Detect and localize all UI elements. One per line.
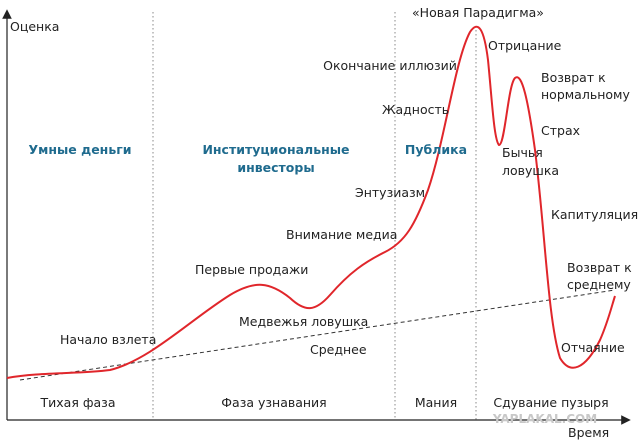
stage-label: Начало взлета bbox=[60, 332, 156, 347]
x-axis-label: Время bbox=[568, 425, 609, 440]
stage-label: Внимание медиа bbox=[286, 227, 397, 242]
group-label: Умные деньги bbox=[28, 142, 131, 157]
stage-label: ловушка bbox=[502, 163, 559, 178]
group-label: Публика bbox=[405, 142, 467, 157]
stage-label: Отрицание bbox=[488, 38, 562, 53]
stage-label: Возврат к bbox=[567, 260, 632, 275]
stage-label: среднему bbox=[567, 277, 631, 292]
group-label: инвесторы bbox=[237, 160, 314, 175]
stage-label: Отчаяние bbox=[561, 340, 625, 355]
phase-label: Сдувание пузыря bbox=[493, 395, 608, 410]
stage-label: Страх bbox=[541, 123, 580, 138]
y-axis-label: Оценка bbox=[10, 19, 59, 34]
stage-label: Медвежья ловушка bbox=[239, 314, 368, 329]
stage-label: «Новая Парадигма» bbox=[412, 5, 544, 20]
mean-label: Среднее bbox=[310, 342, 367, 357]
stage-label: Энтузиазм bbox=[355, 185, 425, 200]
phase-label: Фаза узнавания bbox=[221, 395, 326, 410]
group-label: Институциональные bbox=[202, 142, 349, 157]
watermark: YAPLAKAL.COM bbox=[492, 412, 597, 426]
phase-label: Мания bbox=[415, 395, 457, 410]
stage-label: Бычья bbox=[502, 145, 543, 160]
stage-label: Окончание иллюзий bbox=[323, 58, 457, 73]
bubble-curve bbox=[6, 25, 616, 379]
stage-label: Первые продажи bbox=[195, 262, 308, 277]
mean-line bbox=[19, 289, 616, 381]
stage-label: Возврат к bbox=[541, 70, 606, 85]
phase-label: Тихая фаза bbox=[40, 395, 116, 410]
stage-label: Капитуляция bbox=[551, 207, 638, 222]
stage-label: Жадность bbox=[382, 102, 449, 117]
stage-label: нормальному bbox=[541, 87, 630, 102]
